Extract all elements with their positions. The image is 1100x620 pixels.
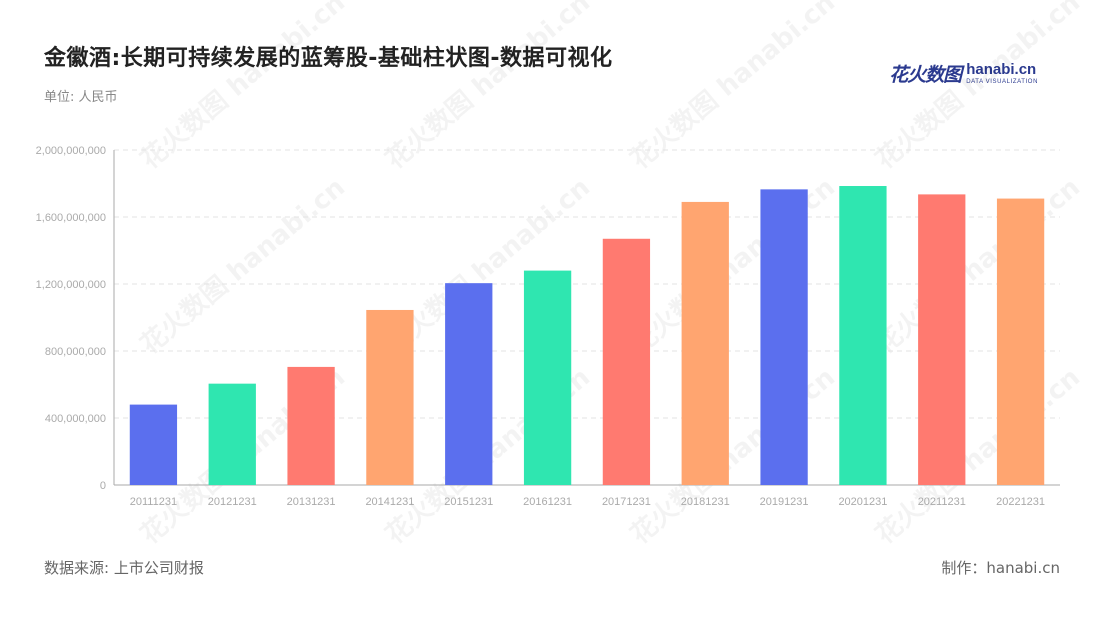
unit-label: 单位: 人民币 bbox=[44, 90, 118, 105]
bar bbox=[681, 201, 729, 486]
x-tick-label: 20201231 bbox=[838, 496, 887, 508]
bar bbox=[918, 194, 966, 485]
data-source: 数据来源: 上市公司财报 bbox=[44, 559, 204, 577]
bar bbox=[366, 309, 414, 485]
logo-sub-text: DATA VISUALIZATION bbox=[966, 79, 1038, 85]
watermark: 花火数图 hanabi.cn bbox=[625, 0, 841, 175]
y-tick-label: 1,600,000,000 bbox=[36, 212, 106, 224]
x-tick-label: 20211231 bbox=[918, 496, 966, 508]
logo-cn-text: 花火数图 bbox=[889, 64, 962, 86]
logo-en-text: hanabi.cn bbox=[966, 61, 1037, 78]
x-tick-label: 20181231 bbox=[681, 496, 730, 508]
x-tick-label: 20221231 bbox=[996, 496, 1045, 508]
page-title: 金徽酒:长期可持续发展的蓝筹股-基础柱状图-数据可视化 bbox=[44, 46, 613, 71]
maker-credit: 制作：hanabi.cn bbox=[941, 559, 1060, 577]
bar bbox=[445, 283, 493, 485]
logo-en-block: hanabi.cn DATA VISUALIZATION bbox=[966, 62, 1038, 85]
watermark: 花火数图 hanabi.cn bbox=[870, 173, 1086, 361]
bar bbox=[129, 404, 178, 485]
y-tick-label: 0 bbox=[100, 480, 106, 492]
y-tick-label: 2,000,000,000 bbox=[36, 145, 106, 157]
x-tick-label: 20131231 bbox=[287, 496, 336, 508]
bar bbox=[602, 238, 651, 485]
y-tick-label: 400,000,000 bbox=[45, 413, 106, 425]
bar bbox=[287, 366, 335, 485]
y-axis-ticks: 0 400,000,000 800,000,000 1,200,000,000 1,60… bbox=[36, 145, 106, 492]
x-tick-label: 20191231 bbox=[760, 496, 809, 508]
x-tick-label: 20151231 bbox=[444, 496, 493, 508]
x-axis-ticks: 20111231 20121231 20131231 20141231 20151231… bbox=[130, 496, 1045, 508]
watermark: 花火数图 hanabi.cn bbox=[870, 0, 1086, 175]
watermark: 花火数图 hanabi.cn bbox=[625, 363, 841, 551]
watermark: 花火数图 hanabi.cn bbox=[380, 0, 596, 175]
bar bbox=[760, 189, 808, 486]
x-tick-label: 20161231 bbox=[523, 496, 572, 508]
grid-lines bbox=[113, 149, 1060, 486]
x-tick-label: 20141231 bbox=[365, 496, 414, 508]
bars-group bbox=[129, 186, 1045, 486]
watermark: 花火数图 hanabi.cn bbox=[870, 363, 1086, 551]
bar bbox=[523, 270, 572, 485]
brand-logo: 花火数图 hanabi.cn DATA VISUALIZATION bbox=[889, 60, 1038, 87]
watermark: 花火数图 hanabi.cn bbox=[625, 173, 841, 361]
watermark: 花火数图 hanabi.cn bbox=[135, 0, 351, 175]
x-tick-label: 20121231 bbox=[208, 496, 257, 508]
y-tick-label: 800,000,000 bbox=[45, 346, 106, 358]
bar bbox=[839, 186, 887, 485]
watermark: 花火数图 hanabi.cn bbox=[135, 173, 351, 361]
bar bbox=[996, 198, 1045, 485]
y-tick-label: 1,200,000,000 bbox=[36, 279, 106, 291]
bar bbox=[208, 383, 256, 485]
x-tick-label: 20171231 bbox=[602, 496, 651, 508]
x-tick-label: 20111231 bbox=[130, 496, 177, 508]
